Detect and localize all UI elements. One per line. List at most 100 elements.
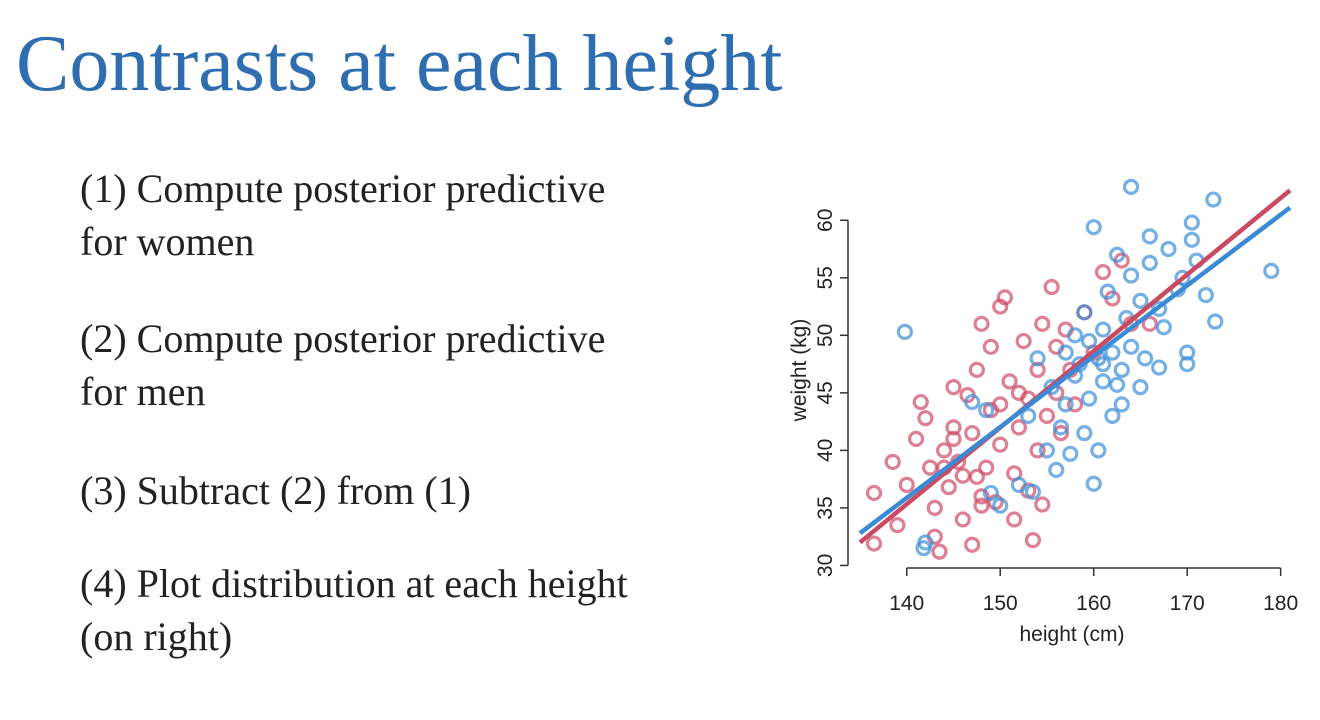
point bbox=[1062, 445, 1079, 462]
x-tick-label: 170 bbox=[1170, 592, 1205, 615]
point bbox=[978, 459, 995, 476]
chart: 140 150 160 170 180 30 35 40 45 50 55 60 height (cm)… bbox=[788, 178, 1298, 646]
y-tick-label: 40 bbox=[814, 439, 837, 462]
point bbox=[1076, 425, 1093, 442]
point bbox=[1085, 219, 1102, 236]
y-tick-label: 45 bbox=[814, 381, 837, 404]
regression-line bbox=[858, 205, 1292, 536]
y-axis-label: weight (kg) bbox=[788, 319, 811, 423]
point bbox=[1057, 396, 1074, 413]
steps: (1) Compute posterior predictive for wome… bbox=[80, 166, 628, 659]
point bbox=[1024, 483, 1042, 500]
point bbox=[1099, 283, 1116, 300]
point bbox=[992, 497, 1009, 514]
point bbox=[1066, 396, 1084, 413]
point bbox=[1207, 313, 1224, 330]
point bbox=[964, 536, 981, 553]
y-tick-label: 50 bbox=[814, 324, 837, 347]
regression-line bbox=[858, 188, 1292, 545]
point bbox=[1085, 475, 1102, 492]
point bbox=[992, 436, 1009, 453]
point bbox=[1094, 373, 1112, 390]
point bbox=[1080, 332, 1098, 350]
point bbox=[1122, 338, 1140, 355]
point bbox=[1080, 390, 1098, 407]
point bbox=[865, 484, 883, 502]
point bbox=[1113, 396, 1130, 413]
point bbox=[922, 459, 939, 476]
point bbox=[1076, 304, 1093, 321]
point bbox=[968, 361, 985, 378]
point bbox=[982, 484, 999, 502]
point bbox=[1010, 419, 1028, 436]
point bbox=[1179, 344, 1196, 361]
point bbox=[1263, 262, 1280, 279]
step-line: (2) Compute posterior predictive bbox=[80, 316, 605, 361]
y-tick-label: 35 bbox=[814, 496, 837, 519]
point bbox=[889, 517, 906, 534]
point bbox=[1205, 191, 1222, 208]
step-line: for men bbox=[80, 369, 206, 414]
point bbox=[1052, 419, 1070, 436]
y-tick-label: 55 bbox=[814, 266, 837, 289]
y-tick-label: 60 bbox=[814, 209, 837, 232]
point bbox=[1094, 263, 1112, 281]
x-axis-label: height (cm) bbox=[1019, 623, 1124, 646]
point bbox=[1094, 355, 1112, 373]
x-tick-label: 140 bbox=[889, 592, 924, 615]
point bbox=[1048, 461, 1065, 479]
point bbox=[917, 410, 934, 427]
point bbox=[1122, 267, 1140, 284]
step-line: (1) Compute posterior predictive bbox=[80, 166, 605, 211]
point bbox=[1151, 359, 1168, 376]
point bbox=[964, 393, 981, 411]
point bbox=[1057, 344, 1074, 361]
point bbox=[1108, 376, 1126, 393]
point bbox=[1141, 254, 1158, 271]
x-tick-label: 150 bbox=[983, 592, 1018, 615]
point bbox=[1141, 228, 1158, 245]
point bbox=[996, 289, 1013, 306]
point bbox=[1174, 269, 1191, 286]
point bbox=[973, 497, 990, 514]
point bbox=[912, 393, 929, 411]
point bbox=[1024, 532, 1042, 549]
point bbox=[945, 379, 962, 396]
point bbox=[896, 323, 913, 340]
point bbox=[1034, 496, 1051, 513]
step-line: (4) Plot distribution at each height bbox=[80, 561, 628, 606]
point bbox=[1183, 214, 1200, 231]
step-line: (on right) bbox=[80, 614, 232, 659]
point bbox=[968, 468, 985, 485]
step-line: (3) Subtract (2) from (1) bbox=[80, 468, 471, 513]
point bbox=[1010, 384, 1028, 401]
point bbox=[1038, 442, 1056, 459]
point bbox=[964, 425, 981, 442]
point bbox=[945, 430, 962, 447]
point bbox=[992, 396, 1009, 413]
point bbox=[1020, 407, 1037, 424]
point bbox=[898, 476, 915, 494]
x-tick-label: 180 bbox=[1263, 592, 1298, 615]
point bbox=[1038, 407, 1056, 424]
point bbox=[973, 488, 990, 505]
point bbox=[1043, 379, 1060, 396]
point bbox=[1104, 344, 1121, 361]
point bbox=[917, 534, 934, 551]
point bbox=[973, 315, 990, 332]
point bbox=[1043, 278, 1060, 296]
point bbox=[1183, 231, 1200, 248]
point bbox=[931, 543, 948, 560]
point bbox=[1104, 407, 1121, 424]
point bbox=[1132, 379, 1149, 396]
point bbox=[1006, 511, 1023, 528]
point bbox=[1029, 442, 1046, 459]
point bbox=[1113, 361, 1130, 378]
y-tick-label: 30 bbox=[814, 554, 837, 577]
x-tick-label: 160 bbox=[1076, 592, 1111, 615]
point bbox=[1155, 319, 1172, 336]
point bbox=[865, 535, 883, 552]
point bbox=[1141, 315, 1158, 332]
slide-title: Contrasts at each height bbox=[16, 20, 782, 108]
